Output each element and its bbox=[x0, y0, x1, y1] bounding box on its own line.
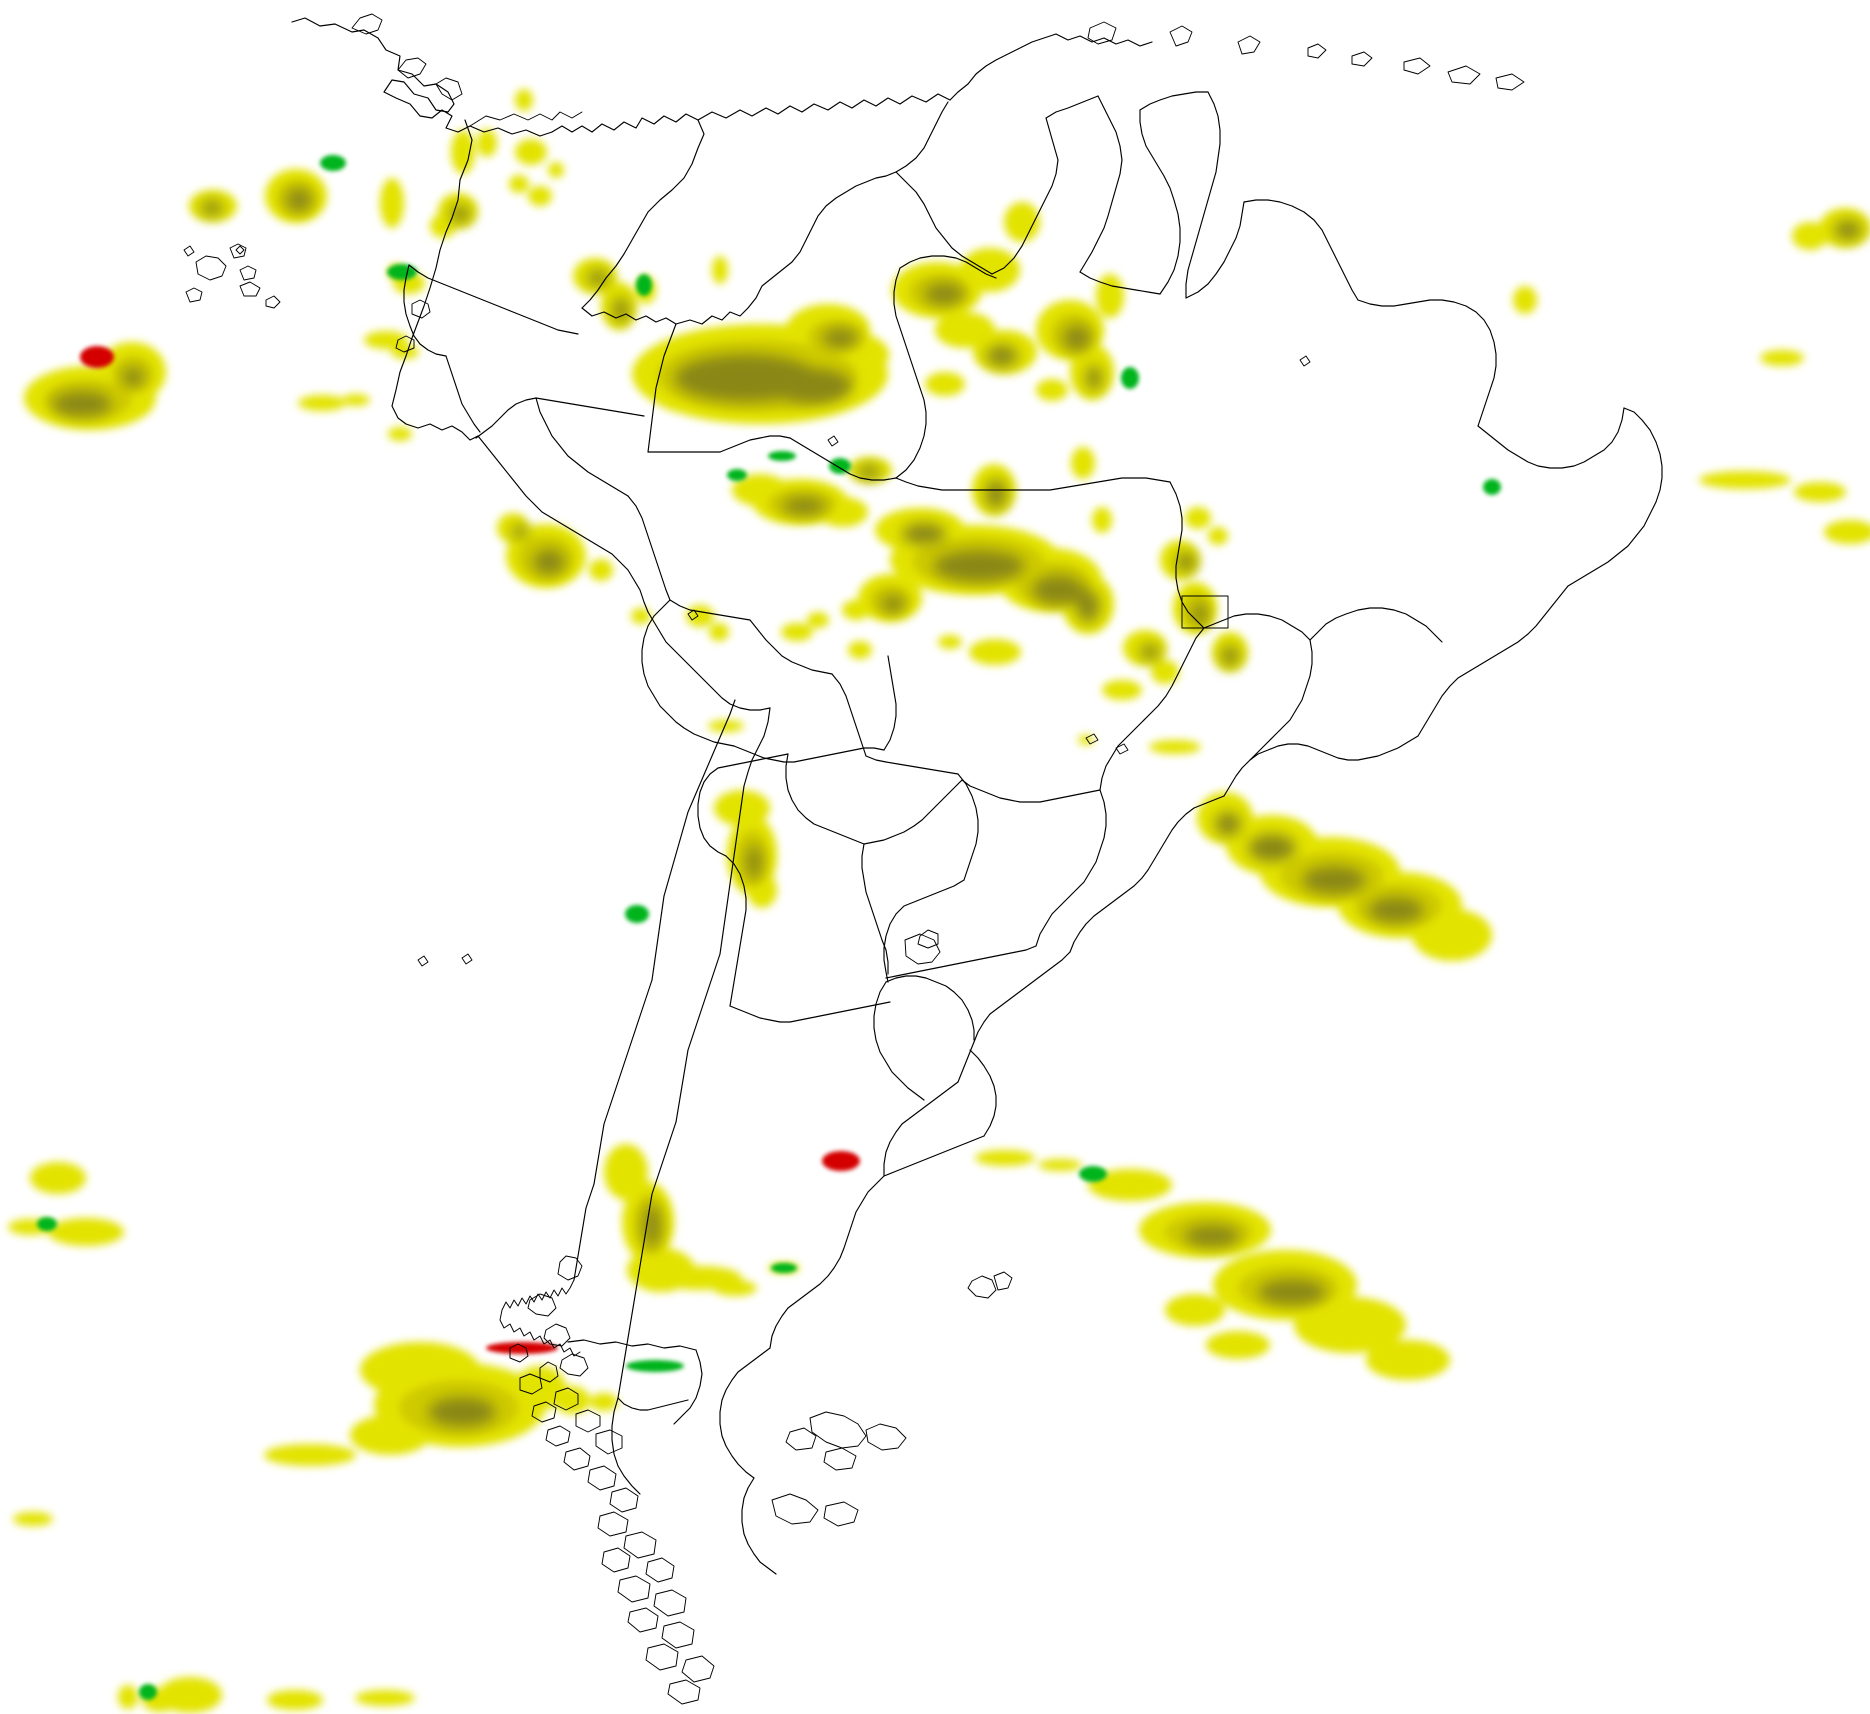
intensity-region-high bbox=[52, 188, 1862, 1427]
intensity-region-red bbox=[80, 346, 860, 1354]
intensity-region-green bbox=[37, 155, 1501, 1700]
